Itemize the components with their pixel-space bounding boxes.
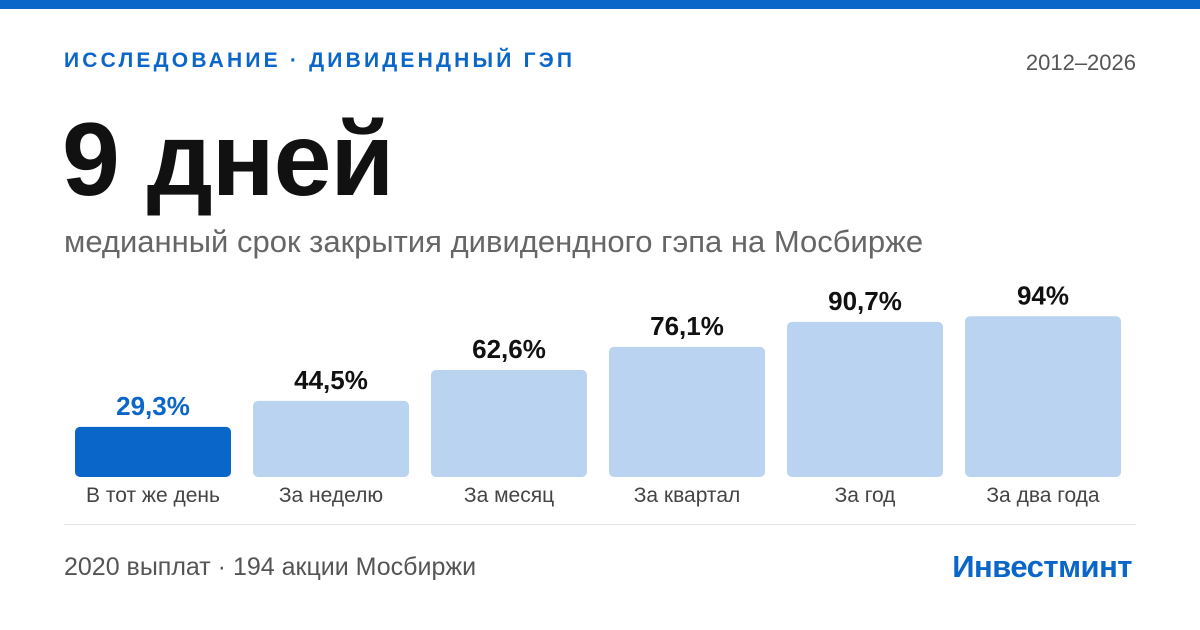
category-label-2: За неделю <box>279 484 383 507</box>
category-label-5: За год <box>835 484 896 507</box>
category-label-1: В тот же день <box>86 484 220 507</box>
bar-3 <box>431 369 587 477</box>
period-range: 2012–2026 <box>1025 50 1136 75</box>
bar-2 <box>253 400 409 477</box>
section-kicker: ИССЛЕДОВАНИЕ · ДИВИДЕНДНЫЙ ГЭП <box>64 49 576 72</box>
footer-divider <box>64 524 1136 525</box>
top-accent-bar <box>0 0 1200 9</box>
brand-logo: Инвестминт <box>952 549 1132 584</box>
bar-value-label-6: 94% <box>1017 280 1069 310</box>
bar-4 <box>609 346 765 477</box>
bar-value-label-1: 29,3% <box>116 391 190 421</box>
bar-value-label-2: 44,5% <box>294 365 368 395</box>
bar-value-label-5: 90,7% <box>828 286 902 316</box>
bar-6 <box>965 316 1121 477</box>
bar-value-label-4: 76,1% <box>650 311 724 341</box>
category-label-4: За квартал <box>634 484 741 507</box>
category-label-3: За месяц <box>464 484 554 507</box>
bar-chart: 29,3% В тот же день 44,5% За неделю 62,6% За … <box>75 280 1121 507</box>
bar-1 <box>75 426 231 477</box>
bar-value-label-3: 62,6% <box>472 334 546 364</box>
headline-value: 9 дней <box>62 102 394 218</box>
category-label-6: За два года <box>986 484 1100 507</box>
sample-size-note: 2020 выплат · 194 акции Мосбиржи <box>64 553 477 581</box>
bar-5 <box>787 321 943 477</box>
headline-subtitle: медианный срок закрытия дивидендного гэп… <box>64 224 924 259</box>
